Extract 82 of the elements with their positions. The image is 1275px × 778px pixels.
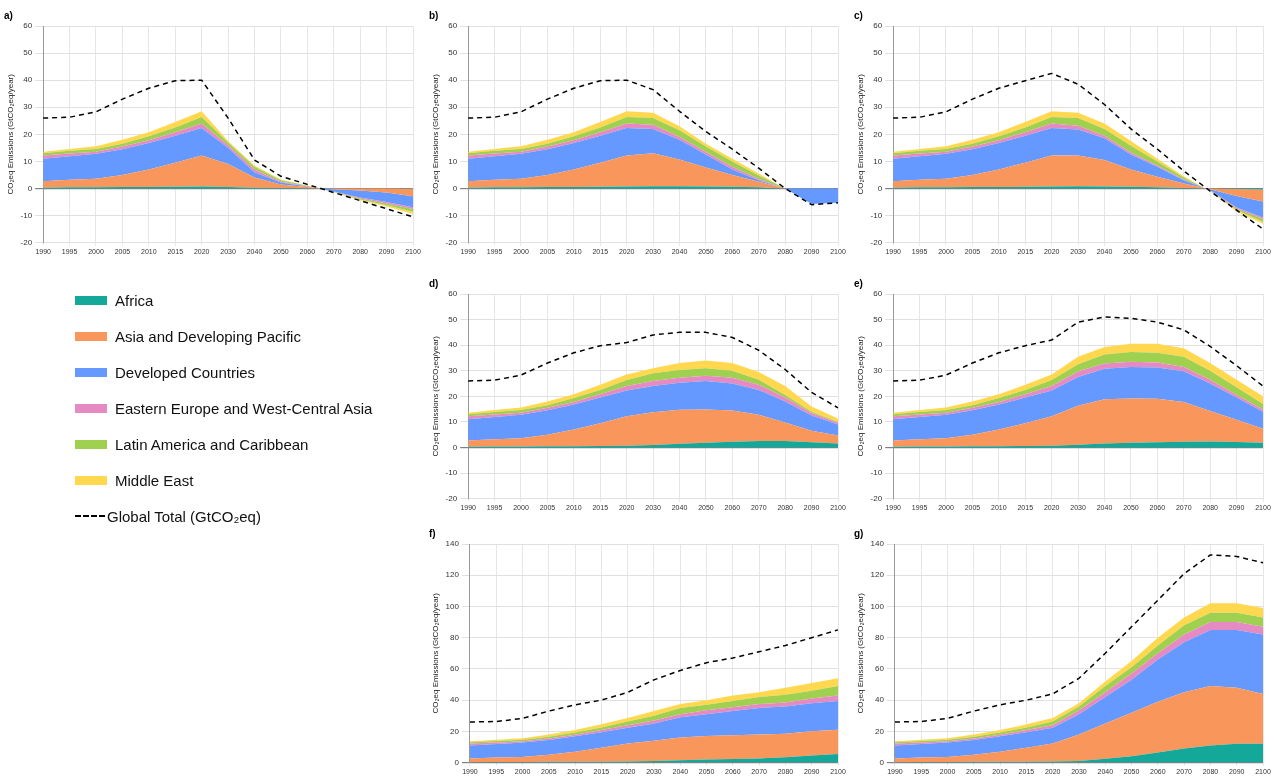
y-tick-label: 0: [454, 757, 460, 767]
y-tick-label: 0: [877, 442, 883, 452]
y-tick-label: -10: [870, 210, 883, 220]
y-tick-label: -20: [445, 493, 458, 503]
y-tick-label: 20: [873, 391, 883, 401]
y-tick-label: 30: [23, 102, 33, 112]
y-axis-title: CO₂eq Emissions (GtCO₂eq/year): [431, 335, 440, 457]
y-tick-label: -10: [445, 468, 458, 478]
y-tick-label: 40: [873, 340, 883, 350]
y-tick-label: 20: [448, 129, 458, 139]
y-tick-label: 10: [23, 156, 33, 166]
chart-title: a): [4, 9, 13, 21]
y-tick-label: 20: [448, 391, 458, 401]
legend-label: Global Total (GtCO₂eq): [107, 507, 261, 525]
y-tick-label: 50: [873, 48, 883, 58]
y-tick-label: 30: [873, 365, 883, 375]
y-axis-title: CO₂eq Emissions (GtCO₂eq/year): [856, 335, 865, 457]
chart-title: e): [854, 277, 863, 289]
y-tick-label: 140: [445, 539, 460, 549]
y-tick-label: 60: [448, 21, 458, 31]
y-tick-label: 0: [879, 757, 885, 767]
y-tick-label: 140: [870, 539, 885, 549]
y-tick-label: 120: [870, 570, 885, 580]
y-tick-label: 30: [873, 102, 883, 112]
y-tick-label: 50: [448, 48, 458, 58]
y-tick-label: 0: [452, 442, 458, 452]
chart-title: d): [429, 277, 439, 289]
y-tick-label: 40: [23, 75, 33, 85]
chart-title: c): [854, 9, 863, 21]
y-tick-label: 80: [450, 632, 460, 642]
y-tick-label: 30: [448, 365, 458, 375]
y-tick-label: -20: [20, 237, 33, 247]
y-tick-label: 20: [450, 726, 460, 736]
y-tick-label: 10: [873, 156, 883, 166]
y-tick-label: 0: [452, 183, 458, 193]
y-tick-label: 10: [873, 417, 883, 427]
legend-label: Middle East: [115, 471, 194, 489]
y-tick-label: 40: [448, 340, 458, 350]
y-axis-title: CO₂eq Emissions (GtCO₂eq/year): [856, 592, 865, 714]
legend-label: Developed Countries: [115, 363, 256, 381]
y-tick-label: 30: [448, 102, 458, 112]
y-tick-label: 60: [875, 664, 885, 674]
legend-label: Asia and Developing Pacific: [115, 327, 301, 345]
y-tick-label: 40: [450, 695, 460, 705]
y-tick-label: -20: [445, 237, 458, 247]
y-tick-label: 80: [875, 632, 885, 642]
y-tick-label: -20: [870, 493, 883, 503]
chart-title: b): [429, 9, 439, 21]
y-axis-title: CO₂eq Emissions (GtCO₂eq/year): [6, 73, 15, 195]
y-tick-label: 10: [448, 417, 458, 427]
y-tick-label: 120: [445, 570, 460, 580]
y-tick-label: 100: [870, 601, 885, 611]
legend-label: Latin America and Caribbean: [115, 435, 309, 453]
y-tick-label: 40: [873, 75, 883, 85]
y-tick-label: 20: [23, 129, 33, 139]
legend-label: Africa: [115, 291, 154, 309]
y-tick-label: 60: [23, 21, 33, 31]
y-tick-label: -20: [870, 237, 883, 247]
y-tick-label: 50: [448, 314, 458, 324]
y-tick-label: 60: [873, 21, 883, 31]
y-tick-label: 0: [877, 183, 883, 193]
y-tick-label: 60: [448, 289, 458, 299]
y-tick-label: 40: [448, 75, 458, 85]
y-tick-label: 50: [23, 48, 33, 58]
y-tick-label: 50: [873, 314, 883, 324]
y-tick-label: 60: [450, 664, 460, 674]
y-axis-title: CO₂eq Emissions (GtCO₂eq/year): [431, 592, 440, 714]
chart-title: f): [429, 527, 436, 539]
y-tick-label: 40: [875, 695, 885, 705]
y-tick-label: 10: [448, 156, 458, 166]
y-axis-title: CO₂eq Emissions (GtCO₂eq/year): [856, 73, 865, 195]
chart-title: g): [854, 527, 864, 539]
y-tick-label: 100: [445, 601, 460, 611]
y-tick-label: -10: [445, 210, 458, 220]
y-axis-title: CO₂eq Emissions (GtCO₂eq/year): [431, 73, 440, 195]
y-tick-label: 0: [27, 183, 33, 193]
y-tick-label: -10: [870, 468, 883, 478]
legend-label: Eastern Europe and West-Central Asia: [115, 399, 373, 417]
y-tick-label: 60: [873, 289, 883, 299]
y-tick-label: -10: [20, 210, 33, 220]
y-tick-label: 20: [875, 726, 885, 736]
y-tick-label: 20: [873, 129, 883, 139]
